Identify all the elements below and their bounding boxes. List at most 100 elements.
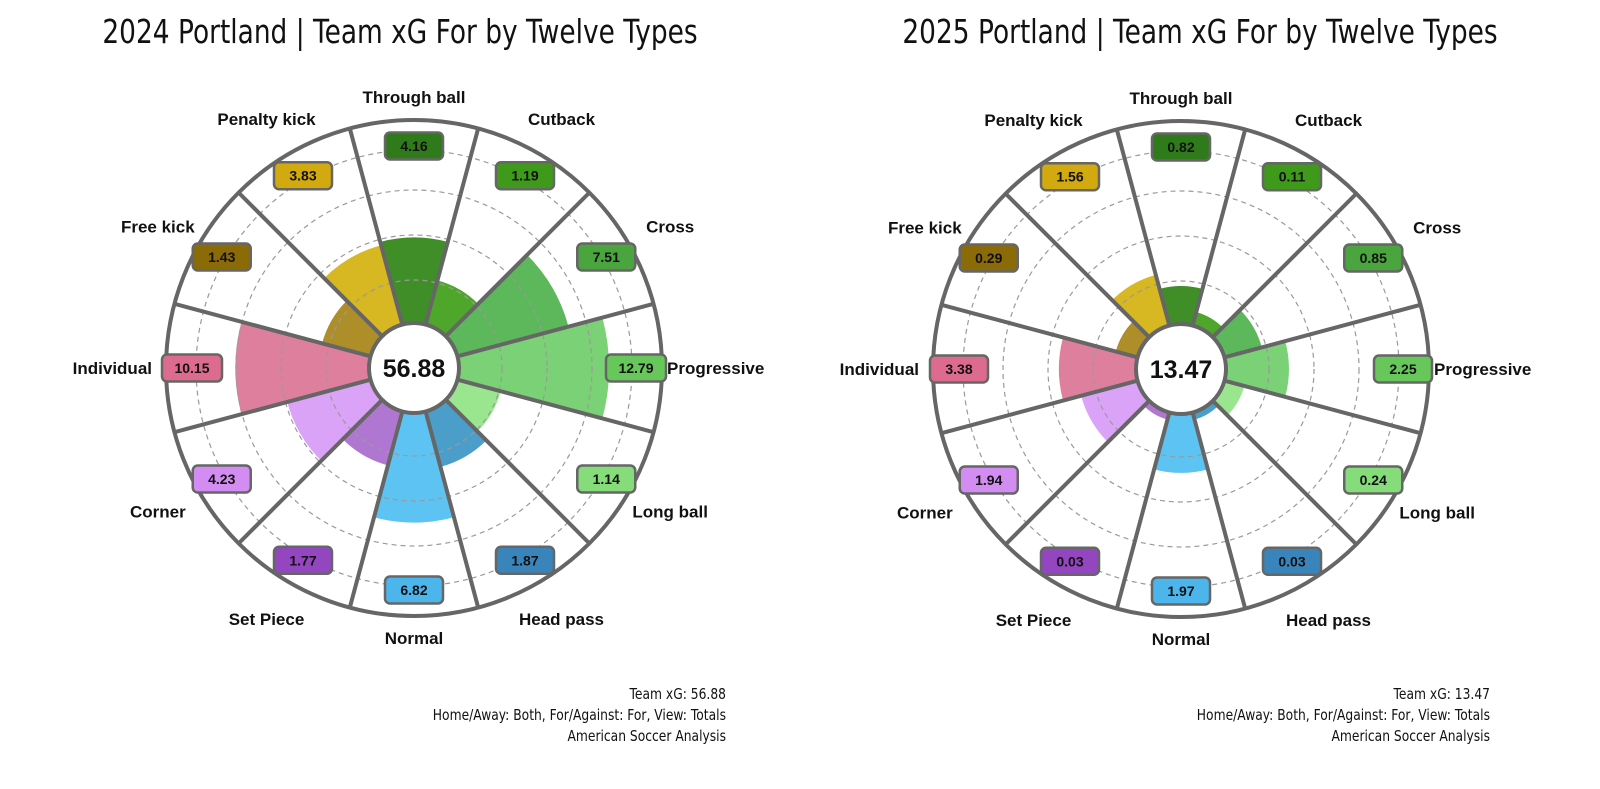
category-label-individual: Individual [840, 360, 919, 379]
polar-chart: 13.47 0.82 0.11 0.85 2.25 0.24 0.03 1.97 0.03 1.9… [840, 89, 1532, 649]
value-label-cutback: 1.19 [511, 168, 538, 184]
footer-total: Team xG: 56.88 [629, 685, 726, 703]
category-label-individual: Individual [73, 359, 152, 378]
spoke [423, 410, 481, 609]
spoke [347, 127, 405, 326]
spoke [1211, 192, 1358, 339]
bar-individual [235, 321, 371, 415]
category-label-cross: Cross [646, 218, 694, 237]
value-badge-cross [1343, 243, 1404, 273]
value-label-free-kick: 1.43 [208, 249, 235, 265]
value-label-penalty-kick: 3.83 [289, 168, 316, 184]
spoke [1223, 302, 1422, 360]
footer-source: American Soccer Analysis [1331, 727, 1490, 745]
category-label-penalty-kick: Penalty kick [984, 111, 1083, 130]
spoke [444, 191, 591, 338]
value-label-free-kick: 0.29 [975, 250, 1002, 266]
spoke [1114, 411, 1172, 610]
bar-cross [445, 254, 569, 357]
total-value: 56.88 [383, 355, 446, 383]
value-badge-individual [928, 354, 990, 384]
category-label-progressive: Progressive [667, 359, 764, 378]
chart-footer: Team xG: 56.88 Home/Away: Both, For/Agai… [431, 684, 726, 747]
value-label-penalty-kick: 1.56 [1056, 169, 1083, 185]
category-label-corner: Corner [897, 504, 953, 523]
value-badge-normal [383, 575, 445, 605]
spoke [456, 301, 655, 359]
grid-circle [1092, 280, 1270, 458]
value-badge-cross [576, 242, 637, 272]
grid-circle [1047, 235, 1315, 503]
grid-circle [235, 189, 593, 547]
spoke [940, 378, 1139, 436]
spoke [1190, 411, 1248, 610]
value-badge-cutback [1261, 161, 1323, 192]
value-label-corner: 1.94 [975, 472, 1002, 488]
bar-normal [374, 411, 454, 523]
value-badge-head-pass [494, 545, 556, 576]
value-badge-progressive [1372, 354, 1434, 384]
category-label-head-pass: Head pass [1286, 611, 1371, 630]
value-label-long-ball: 1.14 [593, 471, 620, 487]
spoke [1004, 192, 1151, 339]
spoke [173, 301, 372, 359]
value-badge-progressive [604, 353, 668, 383]
grid-circle [1002, 190, 1360, 548]
value-badge-through-ball [383, 131, 445, 161]
value-badge-long-ball [576, 464, 637, 494]
value-label-cross: 7.51 [593, 249, 620, 265]
spoke [237, 398, 384, 545]
spoke [1004, 399, 1151, 546]
category-label-cutback: Cutback [528, 110, 596, 129]
footer-filters: Home/Away: Both, For/Against: For, View:… [1196, 706, 1490, 724]
category-label-set-piece: Set Piece [229, 610, 305, 629]
bar-corner [1081, 380, 1150, 443]
bar-penalty-kick [324, 245, 403, 337]
value-label-individual: 10.15 [174, 360, 209, 376]
chart-title: 2024 Portland | Team xG For by Twelve Ty… [102, 12, 698, 51]
category-label-long-ball: Long ball [1399, 504, 1475, 523]
value-badge-cutback [494, 160, 556, 191]
spoke [456, 377, 655, 435]
value-label-set-piece: 0.03 [1056, 553, 1083, 569]
chart-panel-2025: 2025 Portland | Team xG For by Twelve Ty… [800, 0, 1600, 789]
value-label-cross: 0.85 [1360, 250, 1387, 266]
value-badge-individual [160, 353, 224, 383]
center-circle [367, 321, 461, 415]
spoke [1223, 378, 1422, 436]
bar-head-pass [1192, 400, 1218, 420]
category-label-free-kick: Free kick [888, 219, 962, 238]
bar-set-piece [1144, 400, 1170, 420]
spoke [347, 410, 405, 609]
value-label-long-ball: 0.24 [1360, 472, 1387, 488]
bar-cutback [425, 280, 479, 337]
spoke [1190, 128, 1248, 327]
value-badge-corner [958, 465, 1019, 495]
spoke [237, 191, 384, 338]
spoke [173, 377, 372, 435]
bar-cross [1212, 309, 1262, 358]
category-label-cutback: Cutback [1295, 111, 1363, 130]
bar-free-kick [322, 300, 383, 357]
spoke [1211, 399, 1358, 546]
polar-chart: 56.88 4.16 1.19 7.51 12.79 1.14 1.87 6.82 1.77 4.… [73, 88, 765, 648]
category-label-through-ball: Through ball [363, 88, 466, 107]
category-label-penalty-kick: Penalty kick [217, 110, 316, 129]
value-label-through-ball: 0.82 [1167, 139, 1194, 155]
value-badge-set-piece [272, 545, 334, 576]
category-label-set-piece: Set Piece [996, 611, 1072, 630]
footer-source: American Soccer Analysis [567, 727, 726, 745]
value-badge-penalty-kick [272, 160, 334, 191]
value-label-individual: 3.38 [945, 361, 972, 377]
category-label-head-pass: Head pass [519, 610, 604, 629]
bar-cutback [1192, 312, 1223, 338]
value-badge-corner [191, 464, 252, 494]
value-label-normal: 6.82 [400, 582, 427, 598]
value-label-head-pass: 1.87 [511, 552, 538, 568]
bar-head-pass [425, 399, 487, 467]
category-label-normal: Normal [1152, 630, 1211, 649]
bar-progressive [457, 317, 609, 419]
total-value: 13.47 [1150, 356, 1213, 384]
bar-through-ball [1159, 286, 1203, 326]
value-badge-free-kick [958, 243, 1019, 273]
